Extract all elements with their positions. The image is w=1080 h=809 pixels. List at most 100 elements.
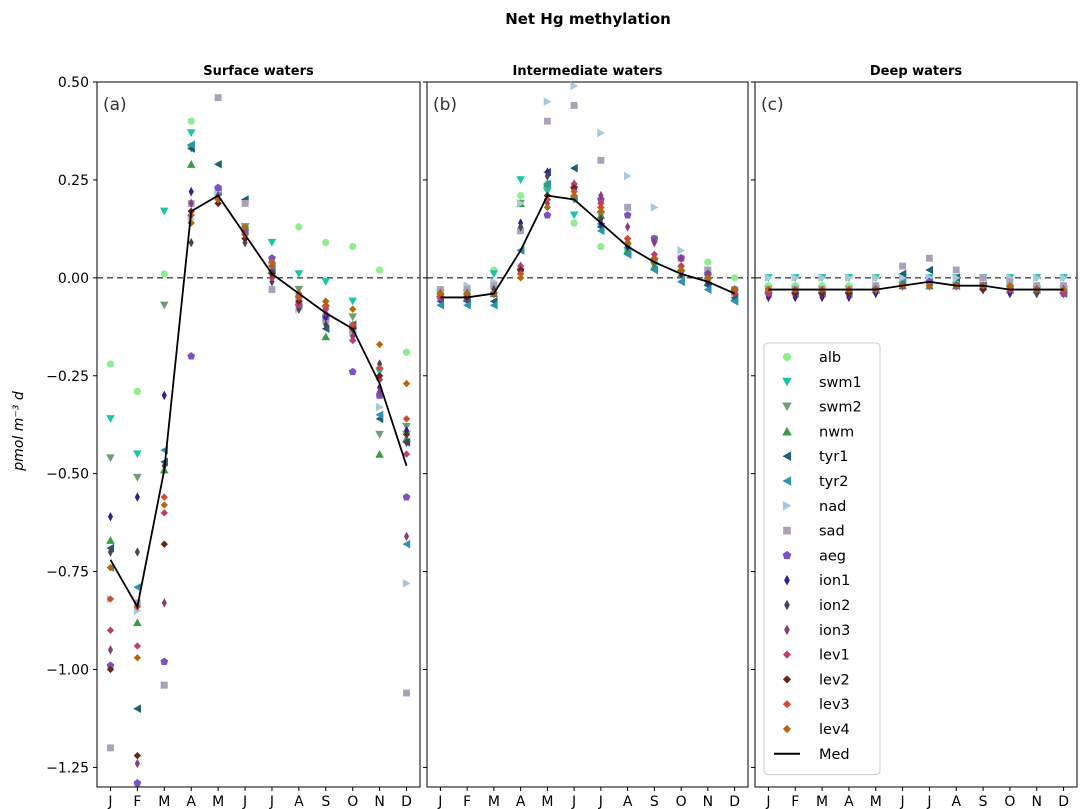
- x-tick-label: F: [791, 794, 799, 809]
- point-nwm: [375, 449, 384, 458]
- point-tyr2: [463, 300, 471, 310]
- x-tick-label: J: [242, 794, 247, 809]
- point-lev4: [704, 274, 712, 282]
- point-ion3: [544, 198, 550, 209]
- point-nad: [818, 273, 827, 283]
- point-ion3: [705, 269, 711, 279]
- median-line: [109, 194, 408, 610]
- point-lev3: [650, 254, 659, 262]
- series-sad: [764, 254, 1068, 294]
- series-lev3: [106, 195, 411, 611]
- point-lev1: [295, 301, 303, 309]
- series-aeg: [764, 277, 1068, 297]
- point-aeg: [623, 211, 632, 219]
- point-sad: [1006, 278, 1014, 286]
- point-tyr2: [677, 277, 685, 287]
- legend-item-lev2: lev2: [782, 672, 850, 688]
- point-ion2: [518, 222, 524, 232]
- point-lev4: [241, 223, 249, 231]
- point-nwm: [321, 332, 331, 341]
- legend-item-tyr1: tyr1: [782, 449, 848, 465]
- legend-item-lev1: lev1: [782, 648, 850, 664]
- series-lev2: [436, 184, 739, 302]
- point-lev4: [1006, 282, 1014, 290]
- point-lev4: [543, 203, 552, 211]
- series-tyr1: [764, 265, 1068, 298]
- point-tyr1: [925, 265, 934, 275]
- series-swm2: [436, 184, 739, 302]
- point-lev2: [375, 372, 384, 380]
- point-ion1: [188, 186, 194, 197]
- point-ion1: [107, 512, 114, 522]
- point-lev4: [322, 297, 330, 305]
- series-lev4: [436, 191, 739, 298]
- legend-label: tyr1: [819, 449, 848, 465]
- point-tyr2: [187, 140, 195, 149]
- legend-label: tyr2: [819, 474, 848, 490]
- point-lev4: [375, 340, 384, 349]
- x-tick-label: J: [765, 794, 770, 809]
- point-lev2: [516, 266, 525, 274]
- legend-item-aeg: aeg: [782, 548, 846, 564]
- y-tick-label: 0.50: [58, 75, 89, 91]
- point-tyr2: [623, 250, 632, 259]
- point-lev4: [516, 274, 525, 282]
- point-tyr1: [214, 159, 222, 169]
- point-lev4: [925, 282, 934, 290]
- legend-label: lev2: [819, 672, 850, 688]
- legend-label: aeg: [819, 548, 846, 564]
- point-tyr1: [570, 163, 578, 173]
- point-sad: [624, 203, 632, 211]
- point-swm1: [186, 129, 196, 138]
- panel-label: (b): [433, 95, 457, 115]
- point-ion3: [403, 531, 410, 542]
- legend-item-lev4: lev4: [782, 722, 850, 738]
- point-alb: [295, 223, 303, 231]
- legend-marker: [782, 402, 792, 412]
- x-tick-label: J: [107, 794, 112, 809]
- x-tick-label: M: [488, 794, 500, 809]
- series-lev3: [436, 188, 739, 298]
- point-swm1: [321, 278, 331, 286]
- point-alb: [133, 387, 142, 396]
- point-ion3: [161, 598, 167, 608]
- point-nad: [764, 273, 773, 283]
- series-swm2: [106, 144, 411, 482]
- legend-item-nad: nad: [782, 499, 846, 515]
- legend-label: swm2: [819, 400, 862, 416]
- point-aeg: [160, 657, 169, 665]
- point-nwm: [106, 536, 115, 544]
- x-tick-label: D: [401, 794, 412, 809]
- point-ion3: [188, 198, 194, 209]
- legend-marker: [782, 426, 792, 436]
- point-nwm: [133, 618, 142, 627]
- x-tick-label: O: [347, 794, 358, 809]
- legend-item-ion2: ion2: [784, 598, 850, 614]
- point-lev3: [375, 364, 384, 372]
- point-lev4: [597, 207, 605, 215]
- legend-marker: [784, 599, 790, 611]
- y-tick-label: −1.25: [46, 760, 89, 776]
- point-alb: [187, 117, 195, 125]
- series-tyr1: [436, 163, 739, 306]
- point-alb: [516, 191, 525, 200]
- y-tick-label: −0.25: [46, 369, 89, 385]
- point-lev3: [623, 235, 632, 243]
- point-lev2: [818, 289, 826, 298]
- series-nwm: [436, 179, 739, 302]
- point-alb: [730, 274, 739, 282]
- point-lev1: [677, 262, 685, 270]
- x-tick-label: S: [321, 794, 330, 809]
- legend-item-Med: Med: [774, 747, 850, 763]
- x-tick-label: A: [516, 794, 526, 809]
- x-tick-label: M: [870, 794, 882, 809]
- point-swm1: [516, 176, 525, 185]
- point-ion1: [134, 492, 140, 502]
- point-sad: [952, 266, 960, 274]
- point-swm2: [348, 313, 358, 322]
- x-tick-label: N: [374, 794, 384, 809]
- point-alb: [375, 266, 384, 274]
- point-aeg: [187, 352, 196, 360]
- point-ion2: [188, 237, 194, 248]
- panel-2: Intermediate waters(b)J F M A M J J A S O N D: [423, 64, 749, 809]
